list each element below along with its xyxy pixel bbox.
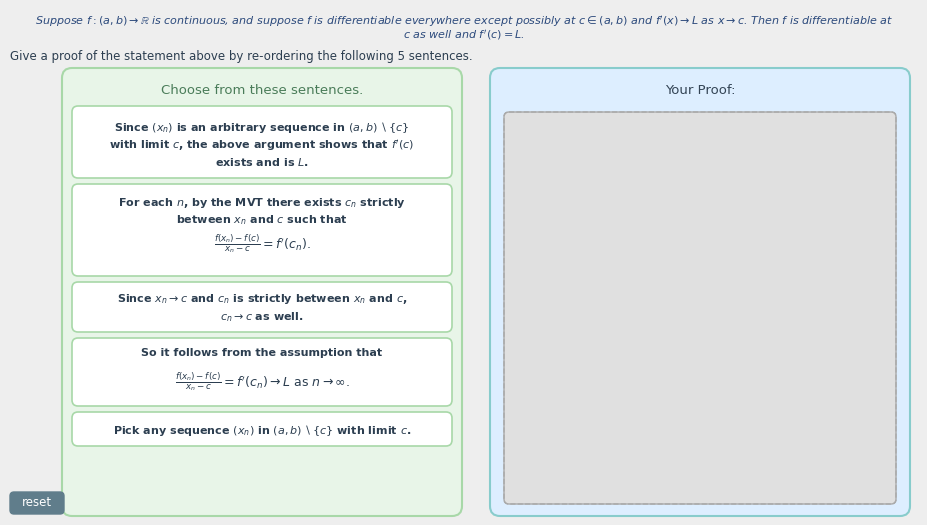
Text: with limit $c$, the above argument shows that $f^{\prime}(c)$: with limit $c$, the above argument shows… bbox=[109, 138, 414, 153]
FancyBboxPatch shape bbox=[72, 412, 451, 446]
Text: For each $n$, by the MVT there exists $c_n$ strictly: For each $n$, by the MVT there exists $c… bbox=[118, 196, 405, 210]
FancyBboxPatch shape bbox=[72, 338, 451, 406]
FancyBboxPatch shape bbox=[62, 68, 462, 516]
FancyBboxPatch shape bbox=[72, 184, 451, 276]
FancyBboxPatch shape bbox=[10, 492, 64, 514]
Text: Since $x_n\to c$ and $c_n$ is strictly between $x_n$ and $c$,: Since $x_n\to c$ and $c_n$ is strictly b… bbox=[117, 292, 407, 306]
Text: $\frac{f(x_n)-f(c)}{x_n-c} = f^{\prime}(c_n)\to L$ as $n\to\infty.$: $\frac{f(x_n)-f(c)}{x_n-c} = f^{\prime}(… bbox=[174, 370, 349, 393]
Text: exists and is $L$.: exists and is $L$. bbox=[215, 156, 309, 168]
FancyBboxPatch shape bbox=[489, 68, 909, 516]
Text: Give a proof of the statement above by re-ordering the following 5 sentences.: Give a proof of the statement above by r… bbox=[10, 50, 472, 63]
Text: between $x_n$ and $c$ such that: between $x_n$ and $c$ such that bbox=[176, 213, 348, 227]
Text: $c$ as well and $f^{\prime}(c)=L$.: $c$ as well and $f^{\prime}(c)=L$. bbox=[402, 28, 525, 42]
Text: reset: reset bbox=[22, 497, 52, 509]
Text: Your Proof:: Your Proof: bbox=[664, 84, 734, 97]
Text: Suppose $f:(a,b)\to\mathbb{R}$ is continuous, and suppose $f$ is differentiable : Suppose $f:(a,b)\to\mathbb{R}$ is contin… bbox=[35, 14, 892, 29]
Text: Pick any sequence $(x_n)$ in $(a,b)\setminus\{c\}$ with limit $c$.: Pick any sequence $(x_n)$ in $(a,b)\setm… bbox=[113, 423, 411, 438]
FancyBboxPatch shape bbox=[72, 106, 451, 178]
Text: $\frac{f(x_n)-f(c)}{x_n-c} = f^{\prime}(c_n).$: $\frac{f(x_n)-f(c)}{x_n-c} = f^{\prime}(… bbox=[213, 232, 311, 255]
Text: $c_n\to c$ as well.: $c_n\to c$ as well. bbox=[220, 310, 303, 324]
Text: Choose from these sentences.: Choose from these sentences. bbox=[160, 84, 362, 97]
Text: Since $(x_n)$ is an arbitrary sequence in $(a,b)\setminus\{c\}$: Since $(x_n)$ is an arbitrary sequence i… bbox=[114, 120, 409, 135]
FancyBboxPatch shape bbox=[503, 112, 895, 504]
Text: So it follows from the assumption that: So it follows from the assumption that bbox=[141, 348, 382, 358]
FancyBboxPatch shape bbox=[72, 282, 451, 332]
